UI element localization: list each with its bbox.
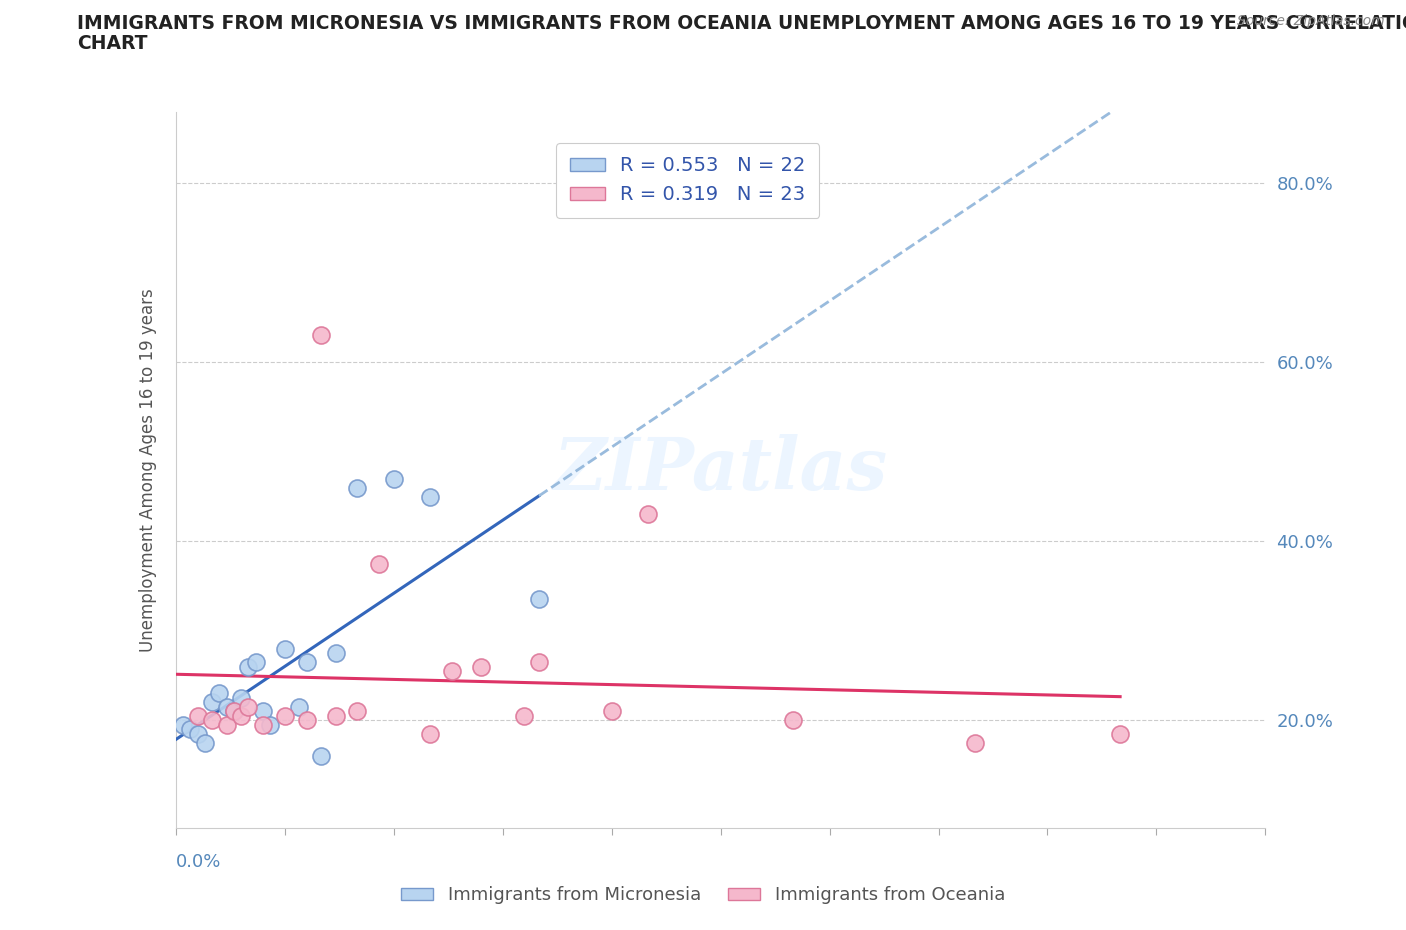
Point [222, 704, 245, 719]
Point [201, 712, 224, 727]
Point [215, 699, 238, 714]
Point [325, 709, 347, 724]
Point [325, 645, 347, 660]
Point [527, 592, 550, 607]
Point [309, 328, 332, 343]
Point [231, 690, 253, 705]
Point [513, 709, 536, 724]
Point [470, 659, 492, 674]
Point [527, 655, 550, 670]
Point [295, 655, 318, 670]
Point [274, 709, 297, 724]
Point [208, 686, 231, 701]
Text: Source: ZipAtlas.com: Source: ZipAtlas.com [1237, 14, 1385, 28]
Point [238, 659, 260, 674]
Point [346, 480, 368, 495]
Point [231, 709, 253, 724]
Point [252, 704, 274, 719]
Legend: R = 0.553   N = 22, R = 0.319   N = 23: R = 0.553 N = 22, R = 0.319 N = 23 [557, 143, 820, 218]
Point [637, 507, 659, 522]
Point [222, 704, 245, 719]
Point [186, 726, 209, 741]
Point [259, 717, 281, 732]
Point [419, 726, 441, 741]
Point [201, 695, 224, 710]
Y-axis label: Unemployment Among Ages 16 to 19 years: Unemployment Among Ages 16 to 19 years [139, 287, 157, 652]
Point [963, 736, 986, 751]
Point [252, 717, 274, 732]
Point [600, 704, 623, 719]
Text: ZIPatlas: ZIPatlas [554, 434, 887, 505]
Point [238, 699, 260, 714]
Point [346, 704, 368, 719]
Point [215, 717, 238, 732]
Point [440, 664, 463, 679]
Point [368, 556, 391, 571]
Text: 0.0%: 0.0% [176, 853, 221, 870]
Point [295, 712, 318, 727]
Point [172, 717, 194, 732]
Point [179, 722, 201, 737]
Point [782, 712, 804, 727]
Point [1109, 726, 1132, 741]
Point [309, 749, 332, 764]
Point [274, 642, 297, 657]
Text: CHART: CHART [77, 34, 148, 53]
Point [419, 489, 441, 504]
Point [194, 736, 217, 751]
Point [245, 655, 267, 670]
Text: IMMIGRANTS FROM MICRONESIA VS IMMIGRANTS FROM OCEANIA UNEMPLOYMENT AMONG AGES 16: IMMIGRANTS FROM MICRONESIA VS IMMIGRANTS… [77, 14, 1406, 33]
Legend: Immigrants from Micronesia, Immigrants from Oceania: Immigrants from Micronesia, Immigrants f… [394, 879, 1012, 911]
Point [288, 699, 311, 714]
Point [186, 709, 209, 724]
Point [382, 472, 405, 486]
